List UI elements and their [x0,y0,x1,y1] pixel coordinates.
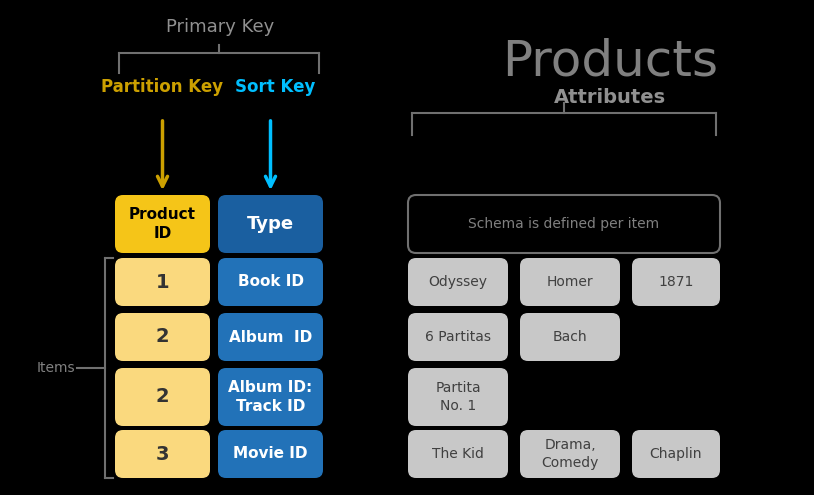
Text: 1: 1 [155,273,169,292]
Text: Schema is defined per item: Schema is defined per item [468,217,659,231]
Text: The Kid: The Kid [432,447,484,461]
FancyBboxPatch shape [218,430,323,478]
Text: Items: Items [37,361,75,375]
Text: Attributes: Attributes [554,88,666,107]
FancyBboxPatch shape [115,195,210,253]
FancyBboxPatch shape [408,430,508,478]
FancyBboxPatch shape [408,313,508,361]
Text: Odyssey: Odyssey [428,275,488,289]
Text: Partita
No. 1: Partita No. 1 [435,381,481,413]
Text: 3: 3 [155,445,169,463]
FancyBboxPatch shape [520,313,620,361]
FancyBboxPatch shape [408,368,508,426]
Text: Chaplin: Chaplin [650,447,702,461]
Text: 1871: 1871 [659,275,694,289]
Text: Primary Key: Primary Key [166,18,274,36]
Text: 6 Partitas: 6 Partitas [425,330,491,344]
Text: Movie ID: Movie ID [234,446,308,461]
FancyBboxPatch shape [115,368,210,426]
FancyBboxPatch shape [218,368,323,426]
FancyBboxPatch shape [115,430,210,478]
Text: Album ID:
Track ID: Album ID: Track ID [229,380,313,414]
FancyBboxPatch shape [218,258,323,306]
Text: Book ID: Book ID [238,275,304,290]
Text: Products: Products [502,38,718,86]
Text: Type: Type [247,215,294,233]
Text: 2: 2 [155,388,169,406]
Text: Album  ID: Album ID [229,330,312,345]
Text: Partition Key: Partition Key [102,78,224,96]
Text: Drama,
Comedy: Drama, Comedy [541,439,598,470]
Text: Bach: Bach [553,330,588,344]
FancyBboxPatch shape [632,430,720,478]
FancyBboxPatch shape [632,258,720,306]
Text: Product
ID: Product ID [129,207,196,241]
Text: Homer: Homer [547,275,593,289]
FancyBboxPatch shape [218,195,323,253]
FancyBboxPatch shape [218,313,323,361]
FancyBboxPatch shape [408,258,508,306]
FancyBboxPatch shape [520,258,620,306]
FancyBboxPatch shape [520,430,620,478]
FancyBboxPatch shape [115,313,210,361]
FancyBboxPatch shape [115,258,210,306]
Text: 2: 2 [155,328,169,346]
Text: Sort Key: Sort Key [235,78,316,96]
